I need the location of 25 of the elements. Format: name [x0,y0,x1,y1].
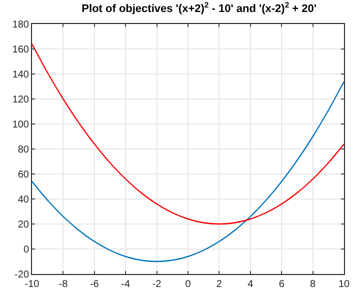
line-series [32,43,344,225]
x-tick-label: -6 [90,279,100,290]
chart-title: Plot of objectives '(x+2)$^{2}$ - 10' and '(x-2)$^{2}$ + 20' [82,0,317,16]
line-series [32,80,344,262]
y-tick-label: 20 [18,220,30,230]
y-tick-label: 180 [12,20,30,30]
y-tick-label: 40 [18,194,30,206]
x-tick-label: -2 [152,279,162,290]
y-tick-label: 60 [18,170,30,180]
x-tick-label: 4 [248,279,254,290]
y-tick-label: 0 [23,244,30,256]
x-tick-label: 8 [310,279,316,290]
x-tick-label: 0 [185,279,192,290]
x-tick-label: 2 [216,279,222,290]
y-tick-label: 140 [12,70,30,80]
y-tick-label: 120 [12,94,30,106]
y-tick-label: 160 [12,44,30,56]
x-tick-label: 10 [338,279,350,290]
y-tick-label: 100 [12,120,30,130]
y-tick-label: 80 [18,144,30,156]
x-tick-label: -8 [58,279,68,290]
x-tick-label: -4 [121,279,130,290]
x-tick-label: 6 [278,279,285,290]
x-tick-label: -10 [24,279,40,290]
y-tick-label: -20 [14,270,30,280]
